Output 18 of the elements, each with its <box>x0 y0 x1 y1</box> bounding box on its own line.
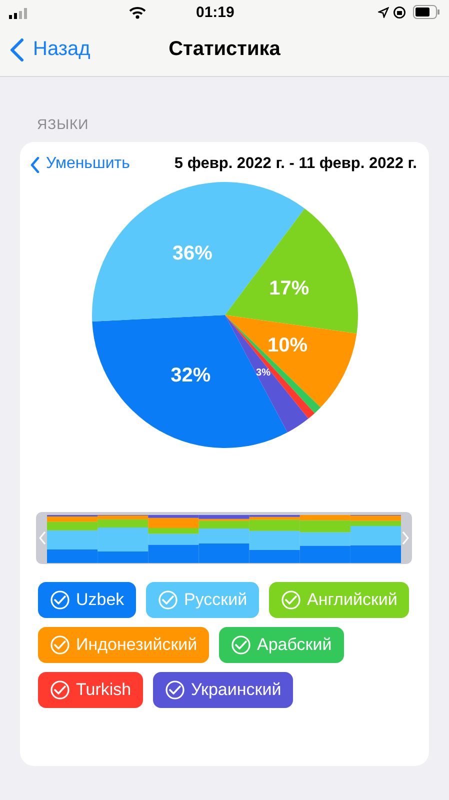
data-label: 17% <box>269 277 310 300</box>
legend-label: Индонезийский <box>76 635 198 655</box>
legend-label: Арабский <box>257 635 332 655</box>
data-label: 10% <box>267 334 308 356</box>
text: Назад <box>33 38 90 61</box>
text: Статистика <box>168 38 280 60</box>
legend-label: Английский <box>307 590 398 610</box>
chart-subtitle: ЯЗЫКИ <box>37 116 89 132</box>
legend-label: Русский <box>184 590 248 610</box>
legend-label: Turkish <box>76 680 132 700</box>
data-label: 36% <box>172 242 213 265</box>
data-label: 32% <box>170 364 211 386</box>
text: Уменьшить <box>46 155 130 173</box>
legend-label: Uzbek <box>76 590 124 610</box>
data-label: 3% <box>256 368 271 379</box>
text: 01:19 <box>196 4 234 21</box>
legend-label: Украинский <box>191 680 282 700</box>
chart-title: 5 февр. 2022 г. - 11 февр. 2022 г. <box>174 155 417 173</box>
